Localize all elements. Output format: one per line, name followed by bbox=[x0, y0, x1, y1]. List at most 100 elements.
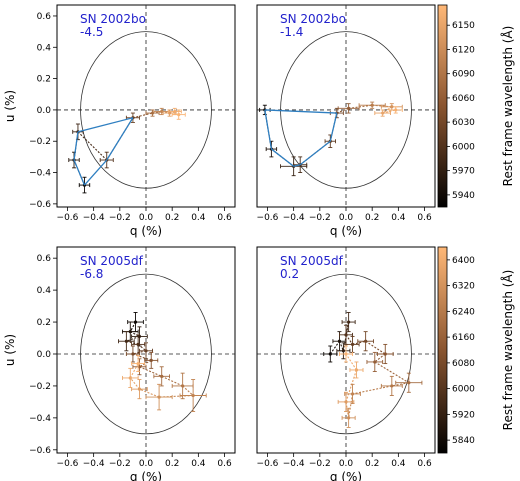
data-point bbox=[381, 111, 385, 115]
y-tick-label: −0.6 bbox=[29, 446, 51, 456]
colorbar-tick-label: 6320 bbox=[452, 282, 475, 292]
trajectory-segment bbox=[338, 341, 344, 352]
colorbar-gradient bbox=[437, 246, 448, 454]
data-point bbox=[136, 361, 140, 366]
data-point bbox=[128, 376, 132, 380]
y-tick-label: 0.2 bbox=[37, 75, 51, 85]
data-point bbox=[167, 111, 172, 115]
data-point bbox=[344, 352, 348, 356]
colorbar: 5840 5920 6000 6080 6160 6240 6320 6400 Rest fra… bbox=[437, 246, 515, 454]
loop-segment bbox=[73, 159, 86, 186]
x-axis-label: q (%) bbox=[130, 470, 162, 481]
x-tick-label: −0.2 bbox=[309, 213, 331, 223]
data-point bbox=[128, 330, 132, 334]
colorbar-tick-label: 6000 bbox=[452, 142, 475, 152]
trajectory-segment bbox=[374, 353, 386, 363]
trajectory-segment bbox=[374, 361, 410, 384]
x-axis-label: q (%) bbox=[130, 224, 162, 238]
data-point bbox=[350, 342, 355, 347]
loop-segment bbox=[73, 131, 79, 161]
colorbar-tick-label: 6080 bbox=[452, 359, 475, 369]
colorbar-tick-label: 5840 bbox=[452, 436, 475, 446]
trajectory-segment bbox=[126, 335, 140, 342]
data-point bbox=[124, 339, 128, 343]
trajectory-segment bbox=[348, 393, 354, 418]
x-tick-label: −0.4 bbox=[283, 459, 305, 469]
supernova-name: SN 2002bo bbox=[280, 12, 346, 26]
data-point bbox=[177, 113, 181, 117]
x-tick-label: 0.4 bbox=[191, 459, 206, 469]
x-tick-label: −0.4 bbox=[83, 213, 105, 223]
colorbar-label: Rest frame wavelength (Å) bbox=[500, 270, 515, 431]
x-tick-label: −0.6 bbox=[57, 213, 79, 223]
colorbar-tick-label: 5940 bbox=[452, 191, 475, 201]
trajectory-segment bbox=[129, 377, 140, 390]
x-tick-label: −0.4 bbox=[83, 459, 105, 469]
data-point bbox=[354, 368, 359, 372]
loop-segment bbox=[293, 164, 301, 167]
y-tick-label: 0.0 bbox=[37, 106, 52, 116]
data-point bbox=[347, 416, 351, 420]
y-tick-label: 0.4 bbox=[37, 286, 52, 296]
data-point bbox=[344, 400, 348, 404]
y-axis-label: u (%) bbox=[3, 90, 17, 122]
x-tick-label: 0.0 bbox=[339, 213, 354, 223]
epoch-label: -6.8 bbox=[80, 267, 103, 281]
x-tick-label: 0.4 bbox=[391, 213, 406, 223]
colorbar-tick-label: 6240 bbox=[452, 307, 475, 317]
data-point bbox=[157, 395, 161, 399]
data-point bbox=[137, 387, 142, 391]
trajectory-segment bbox=[336, 107, 349, 114]
panel-top-right: −0.6 −0.4 −0.2 0.0 0.2 0.4 0.6 q (%) SN 2002bo-1… bbox=[256, 4, 436, 238]
data-point bbox=[373, 360, 377, 364]
data-point bbox=[181, 384, 185, 388]
colorbar-tick-label: 6090 bbox=[452, 70, 475, 80]
trajectory-segment bbox=[139, 366, 162, 377]
data-point bbox=[137, 334, 142, 339]
x-tick-label: 0.6 bbox=[417, 213, 432, 223]
data-point bbox=[160, 109, 164, 114]
supernova-name: SN 2005df bbox=[80, 254, 144, 268]
data-point bbox=[150, 111, 155, 115]
trajectory-segment bbox=[352, 340, 366, 345]
y-tick-label: −0.4 bbox=[29, 414, 51, 424]
x-tick-label: 0.2 bbox=[165, 459, 179, 469]
data-point bbox=[407, 381, 411, 385]
trajectory-segment bbox=[132, 350, 147, 355]
x-tick-label: 0.4 bbox=[191, 213, 206, 223]
trajectory-segment bbox=[348, 104, 373, 109]
x-tick-label: 0.2 bbox=[365, 213, 379, 223]
y-tick-label: −0.2 bbox=[29, 382, 51, 392]
trajectory-segment bbox=[345, 369, 357, 403]
trajectory-segment bbox=[391, 382, 409, 387]
data-point bbox=[344, 333, 348, 337]
x-tick-label: −0.2 bbox=[109, 459, 131, 469]
y-tick-label: 0.0 bbox=[37, 350, 52, 360]
data-point bbox=[364, 339, 368, 343]
x-tick-label: 0.2 bbox=[365, 459, 379, 469]
colorbar-tick-label: 6160 bbox=[452, 333, 475, 343]
x-tick-label: 0.2 bbox=[165, 213, 179, 223]
data-point bbox=[144, 349, 148, 353]
data-point bbox=[341, 349, 345, 353]
loop-segment bbox=[329, 112, 338, 142]
colorbar-tick-label: 6000 bbox=[452, 385, 475, 395]
colorbar-tick-label: 6400 bbox=[452, 256, 475, 266]
epoch-label: -1.4 bbox=[280, 25, 303, 39]
trajectory-segment bbox=[382, 109, 396, 114]
colorbar-tick-label: 6060 bbox=[452, 94, 475, 104]
data-point bbox=[350, 392, 355, 396]
colorbar-tick-label: 6030 bbox=[452, 118, 475, 128]
x-axis-label: q (%) bbox=[330, 224, 362, 238]
colorbar-label: Rest frame wavelength (Å) bbox=[500, 26, 515, 187]
data-point bbox=[328, 352, 332, 356]
trajectory-segment bbox=[352, 385, 392, 395]
data-point bbox=[394, 108, 398, 112]
data-point bbox=[191, 393, 195, 398]
y-tick-label: 0.6 bbox=[37, 254, 52, 264]
trajectory-segment bbox=[139, 359, 152, 368]
colorbar: 5940 5970 6000 6030 6060 6090 6120 6150 Rest fra… bbox=[437, 4, 515, 208]
data-point bbox=[390, 384, 394, 388]
y-tick-label: 0.2 bbox=[37, 318, 51, 328]
y-tick-label: −0.6 bbox=[29, 200, 51, 210]
